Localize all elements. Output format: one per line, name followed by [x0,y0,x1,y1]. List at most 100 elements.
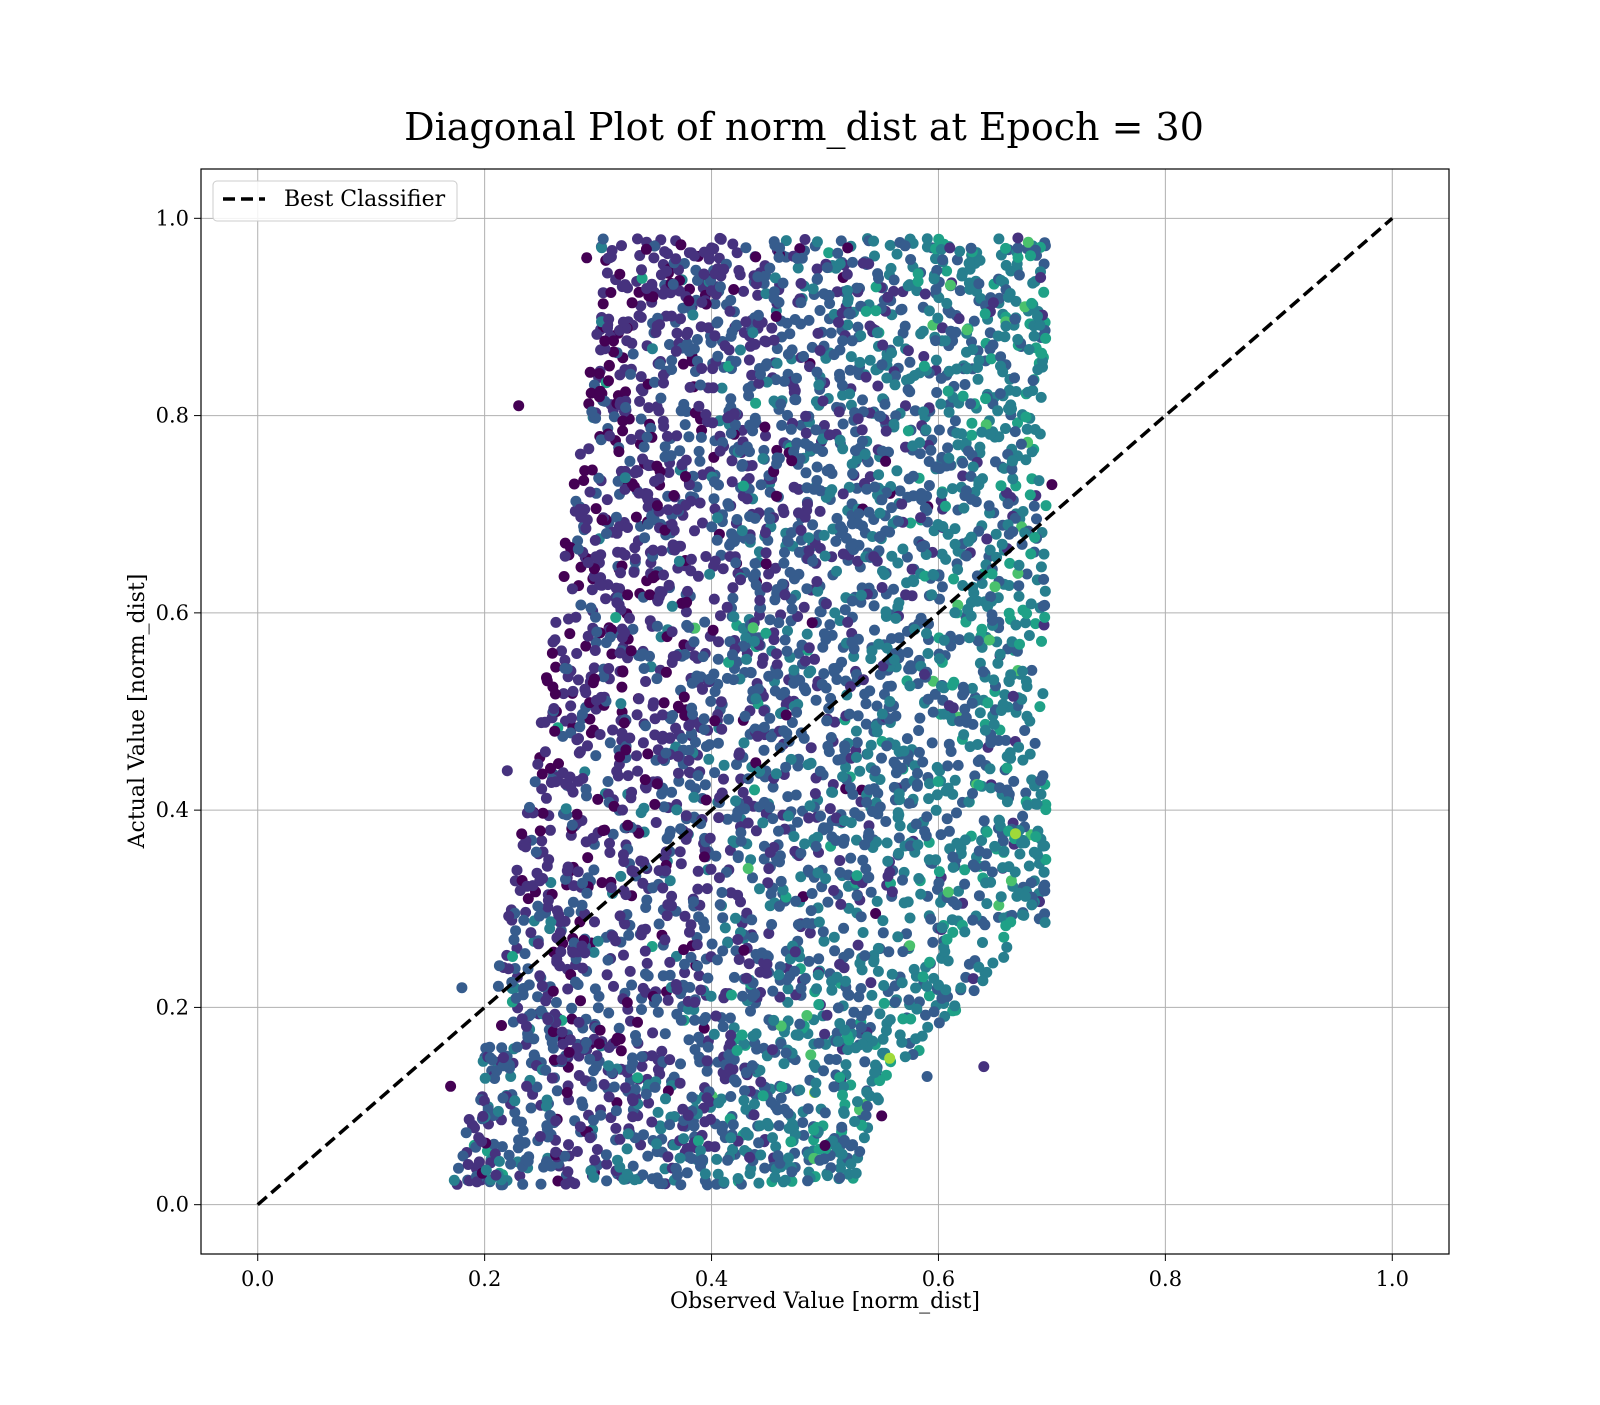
scatter-point [718,759,730,771]
scatter-point [791,252,803,264]
scatter-point [957,470,969,482]
scatter-point [649,798,661,810]
scatter-point [935,398,947,410]
scatter-point [876,1110,888,1122]
scatter-point [549,725,561,737]
scatter-point [993,899,1005,911]
scatter-point [708,493,720,505]
scatter-point [863,871,875,883]
scatter-point [981,826,993,838]
scatter-point [651,320,663,332]
scatter-point [688,791,700,803]
scatter-point [653,1178,665,1189]
scatter-point [855,1021,867,1033]
scatter-point [699,1168,711,1180]
scatter-point [832,247,844,259]
scatter-point [700,741,712,752]
best-classifier-line-layer [256,216,1394,1207]
scatter-point [856,964,868,976]
scatter-point [883,946,895,958]
scatter-point [812,327,824,339]
scatter-point [691,939,703,951]
scatter-point [614,369,626,381]
scatter-point [958,502,970,514]
scatter-point [703,322,715,334]
scatter-point [581,1037,592,1049]
scatter-point [700,794,712,806]
x-tick-label: 0.8 [1149,1267,1182,1291]
scatter-point [469,1122,480,1134]
scatter-point [558,688,570,700]
scatter-point [855,1010,867,1022]
scatter-point [927,569,939,580]
scatter-point [566,712,578,724]
scatter-point [580,522,592,534]
scatter-point [987,297,999,309]
scatter-point [640,782,652,794]
scatter-point [705,695,717,707]
scatter-point [626,1093,638,1105]
scatter-point [581,514,593,526]
scatter-point [702,972,714,984]
scatter-point [742,863,754,874]
scatter-point [842,616,854,628]
scatter-point [545,762,556,774]
scatter-point [685,247,697,259]
scatter-point [684,779,696,791]
scatter-point [589,645,601,656]
scatter-point [802,1175,814,1187]
scatter-point [1012,232,1024,244]
scatter-point [874,507,886,519]
scatter-point [844,708,855,720]
scatter-point [626,337,638,349]
scatter-point [666,310,678,322]
scatter-point [759,335,771,347]
scatter-point [973,961,985,973]
scatter-point [866,989,878,1001]
scatter-point [556,1026,568,1038]
scatter-point [673,555,685,567]
scatter-point [777,503,789,515]
scatter-point [614,1133,626,1145]
scatter-point [626,297,638,309]
scatter-point [1034,701,1046,713]
scatter-point [837,488,849,500]
scatter-point [852,555,864,567]
scatter-point [697,517,708,529]
scatter-point [904,680,916,692]
scatter-point [858,1132,870,1144]
scatter-point [540,995,552,1007]
scatter-point [684,381,696,393]
scatter-point [582,630,594,642]
scatter-point [543,854,555,866]
scatter-point [944,279,956,291]
scatter-point [890,612,902,624]
scatter-point [572,866,584,878]
scatter-point [800,467,812,479]
scatter-point [706,521,718,533]
scatter-point [886,502,898,514]
scatter-point [837,335,849,347]
scatter-point [615,1045,627,1057]
scatter-point [716,1125,728,1137]
scatter-point [657,369,669,381]
scatter-point [590,750,602,762]
scatter-point [902,345,914,357]
scatter-point [897,946,909,958]
scatter-point [735,896,746,908]
scatter-point [785,1136,797,1148]
scatter-point [594,385,606,397]
scatter-point [779,634,791,646]
scatter-point [725,330,737,342]
scatter-point [541,1100,552,1112]
scatter-point [633,487,645,499]
scatter-point [537,807,549,819]
scatter-point [779,589,791,601]
scatter-point [820,598,832,610]
scatter-point [923,480,935,491]
scatter-point [1032,364,1044,376]
scatter-point [640,243,652,255]
scatter-point [635,413,647,425]
scatter-point [985,591,997,603]
scatter-point [790,789,802,801]
